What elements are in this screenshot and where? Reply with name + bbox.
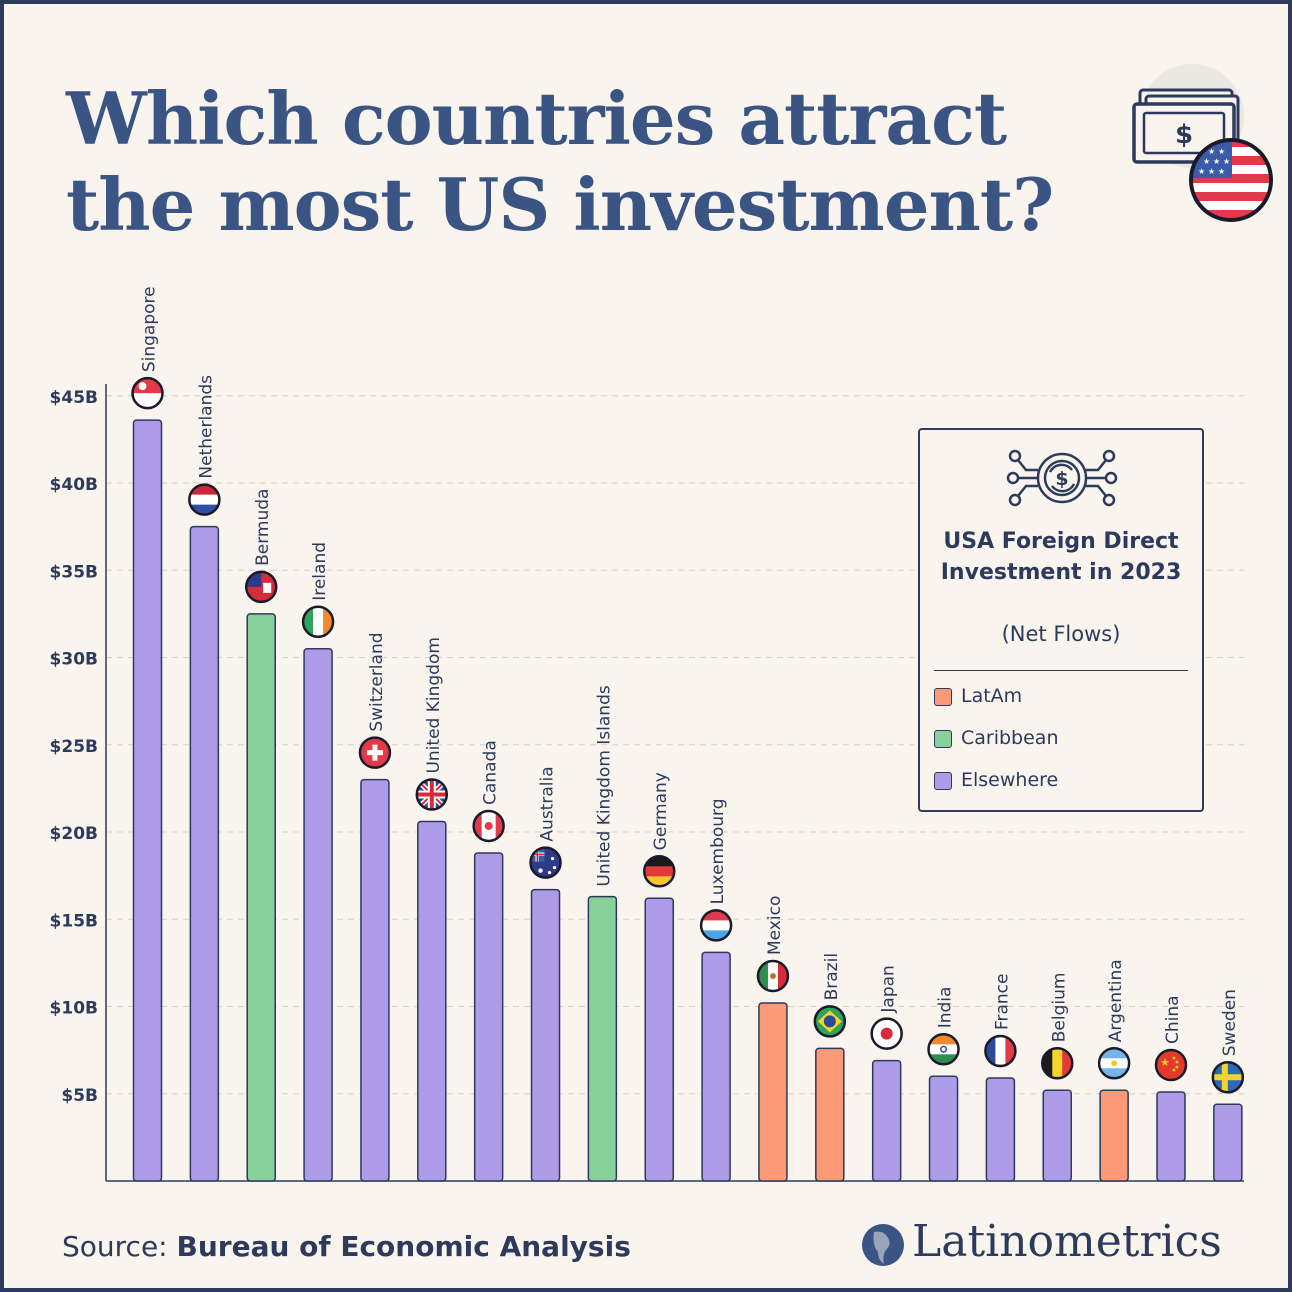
category-label: Belgium: [1049, 973, 1069, 1043]
france-flag-icon: [984, 1034, 1017, 1068]
netherlands-flag-icon: [188, 483, 221, 516]
singapore-flag-icon: [131, 376, 164, 410]
legend-label-caribbean: Caribbean: [961, 727, 1059, 749]
legend-swatch-elsewhere: [934, 772, 952, 790]
legend-swatch-latam: [934, 688, 952, 706]
australia-flag-icon: [529, 846, 562, 879]
money-flag-icon: $ ★★★ ★★★ ★★★: [1128, 64, 1278, 238]
legend-label-elsewhere: Elsewhere: [961, 769, 1059, 791]
investment-flow-icon: $: [1006, 449, 1118, 507]
bar-canada: [473, 852, 504, 1182]
germany-flag-icon: [642, 855, 676, 888]
bar-mexico: [758, 1002, 788, 1182]
svg-text:$: $: [1055, 468, 1068, 490]
brazil-flag-icon: [813, 1005, 847, 1038]
category-label: Switzerland: [367, 632, 387, 731]
ireland-flag-icon: [301, 605, 335, 639]
mexico-flag-icon: [756, 959, 790, 993]
legend-divider: [934, 670, 1188, 671]
category-label: India: [936, 987, 956, 1029]
category-label: Germany: [651, 772, 671, 850]
source-name: Bureau of Economic Analysis: [176, 1230, 631, 1263]
bar-singapore: [132, 419, 163, 1182]
bar-sweden: [1213, 1103, 1243, 1182]
category-label: Ireland: [310, 542, 330, 601]
canada-flag-icon: [472, 809, 505, 843]
y-tick-label: $15B: [50, 911, 98, 931]
y-tick-label: $20B: [50, 824, 98, 844]
svg-text:★: ★: [1208, 167, 1215, 176]
bar-bermuda: [246, 613, 276, 1182]
bar-japan: [871, 1059, 902, 1182]
svg-text:★: ★: [1213, 157, 1220, 166]
svg-text:★: ★: [1208, 147, 1215, 156]
y-tick-label: $10B: [50, 999, 98, 1019]
category-label: Netherlands: [196, 375, 216, 479]
bar-india: [928, 1075, 959, 1182]
legend: $ USA Foreign Direct Investment in 2023 …: [918, 428, 1204, 812]
svg-text:★: ★: [1198, 167, 1205, 176]
category-label: Mexico: [765, 896, 785, 955]
china-flag-icon: ★: [1154, 1048, 1188, 1082]
bar-switzerland: [360, 778, 390, 1182]
category-label: Australia: [538, 766, 558, 841]
belgium-flag-icon: [1041, 1047, 1074, 1080]
infographic-frame: Which countries attract the most US inve…: [4, 4, 1288, 1288]
bar-belgium: [1042, 1089, 1073, 1182]
bermuda-flag-icon: [244, 570, 278, 604]
india-flag-icon: [927, 1033, 960, 1066]
category-label: Argentina: [1106, 959, 1126, 1042]
legend-label-latam: LatAm: [961, 685, 1023, 707]
bar-brazil: [815, 1047, 845, 1182]
source-line: Source: Bureau of Economic Analysis: [62, 1230, 631, 1263]
category-label: Canada: [481, 740, 501, 805]
category-label: Japan: [879, 965, 899, 1013]
y-tick-label: $40B: [50, 475, 98, 495]
legend-title: USA Foreign Direct Investment in 2023: [940, 529, 1182, 585]
y-tick-label: $30B: [50, 650, 98, 670]
legend-subtitle: (Net Flows): [1001, 622, 1121, 646]
latinometrics-logo-icon: [862, 1224, 904, 1266]
bar-germany: [644, 897, 674, 1182]
bar-united-kingdom-islands: [587, 895, 618, 1182]
source-prefix: Source:: [62, 1230, 168, 1263]
category-label: France: [992, 974, 1012, 1031]
united-kingdom-flag-icon: [415, 778, 449, 811]
svg-text:★: ★: [1223, 157, 1230, 166]
y-tick-label: $5B: [61, 1086, 98, 1106]
category-label: Bermuda: [253, 489, 273, 566]
bar-argentina: [1099, 1089, 1129, 1182]
bar-australia: [530, 888, 561, 1182]
bar-netherlands: [189, 525, 220, 1182]
svg-text:★: ★: [1160, 1056, 1170, 1069]
svg-text:★: ★: [1203, 157, 1210, 166]
luxembourg-flag-icon: [699, 909, 733, 942]
japan-flag-icon: [870, 1017, 903, 1050]
category-label: Singapore: [140, 286, 160, 372]
bar-china: [1156, 1091, 1186, 1182]
argentina-flag-icon: [1097, 1047, 1131, 1080]
legend-swatch-caribbean: [934, 730, 952, 748]
svg-text:★: ★: [1218, 147, 1225, 156]
category-label: China: [1163, 995, 1183, 1044]
svg-text:★: ★: [1218, 167, 1225, 176]
chart-title: Which countries attract the most US inve…: [66, 76, 1054, 247]
bar-ireland: [303, 648, 333, 1182]
category-label: United Kingdom Islands: [594, 685, 614, 886]
y-tick-label: $45B: [50, 388, 98, 408]
category-label: Brazil: [822, 953, 842, 1000]
bar-united-kingdom: [417, 820, 447, 1182]
category-label: Luxembourg: [708, 798, 728, 904]
svg-text:$: $: [1175, 120, 1193, 150]
bar-chart: $5B $10B $15B $20B $25B $30B $35B $40B $45B Singa…: [50, 286, 1245, 1182]
bar-france: [985, 1077, 1016, 1182]
category-label: Sweden: [1220, 989, 1240, 1056]
sweden-flag-icon: [1211, 1060, 1245, 1094]
switzerland-flag-icon: [358, 736, 392, 769]
y-tick-label: $25B: [50, 737, 98, 757]
category-label: United Kingdom: [424, 637, 444, 773]
y-tick-label: $35B: [50, 562, 98, 582]
brand-name: Latinometrics: [912, 1216, 1222, 1267]
bar-luxembourg: [701, 951, 731, 1182]
